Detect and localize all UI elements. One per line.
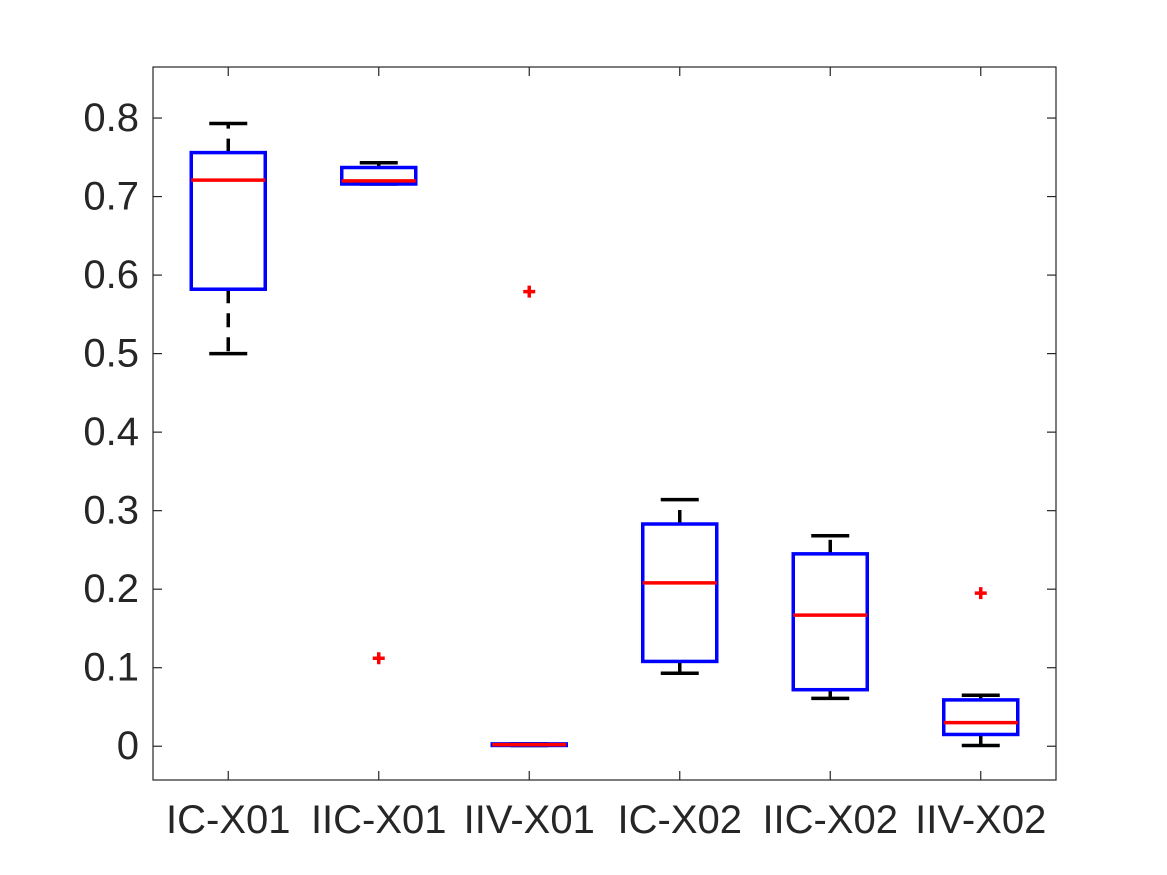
box-group bbox=[791, 534, 869, 701]
box-group bbox=[641, 497, 719, 675]
x-tick-label: IIV-X02 bbox=[915, 798, 1046, 842]
axis-ticks bbox=[153, 67, 1056, 780]
y-tick-labels: 0 0.1 0.2 0.3 0.4 0.5 0.6 0.7 0.8 bbox=[83, 96, 139, 768]
y-tick-label: 0.5 bbox=[83, 332, 139, 376]
y-tick-label: 0.8 bbox=[83, 96, 139, 140]
box bbox=[942, 698, 1020, 737]
box bbox=[189, 150, 267, 291]
y-tick-label: 0.7 bbox=[83, 175, 139, 219]
box-group bbox=[189, 121, 267, 356]
y-tick-label: 0.4 bbox=[83, 410, 139, 454]
x-tick-label: IC-X01 bbox=[166, 798, 291, 842]
x-tick-labels: IC-X01 IIC-X01 IIV-X01 IC-X02 IIC-X02 IIV-X02 bbox=[166, 798, 1046, 842]
outlier-marker bbox=[523, 285, 536, 298]
x-tick-label: IIC-X02 bbox=[762, 798, 898, 842]
y-tick-label: 0.6 bbox=[83, 253, 139, 297]
plot-frame bbox=[152, 66, 1057, 781]
outlier-marker bbox=[372, 652, 385, 665]
outlier-marker bbox=[974, 587, 987, 600]
box bbox=[641, 522, 719, 664]
x-tick-label: IIC-X01 bbox=[311, 798, 447, 842]
boxes bbox=[189, 121, 1020, 748]
plot-area bbox=[153, 67, 1056, 780]
x-tick-label: IIV-X01 bbox=[464, 798, 595, 842]
box-group bbox=[490, 285, 568, 748]
box bbox=[340, 165, 418, 186]
box-group bbox=[340, 161, 418, 665]
x-tick-label: IC-X02 bbox=[618, 798, 743, 842]
box bbox=[791, 552, 869, 692]
y-tick-label: 0.1 bbox=[83, 646, 139, 690]
box-group bbox=[942, 587, 1020, 748]
y-tick-label: 0 bbox=[117, 724, 139, 768]
y-tick-label: 0.2 bbox=[83, 567, 139, 611]
y-tick-label: 0.3 bbox=[83, 489, 139, 533]
